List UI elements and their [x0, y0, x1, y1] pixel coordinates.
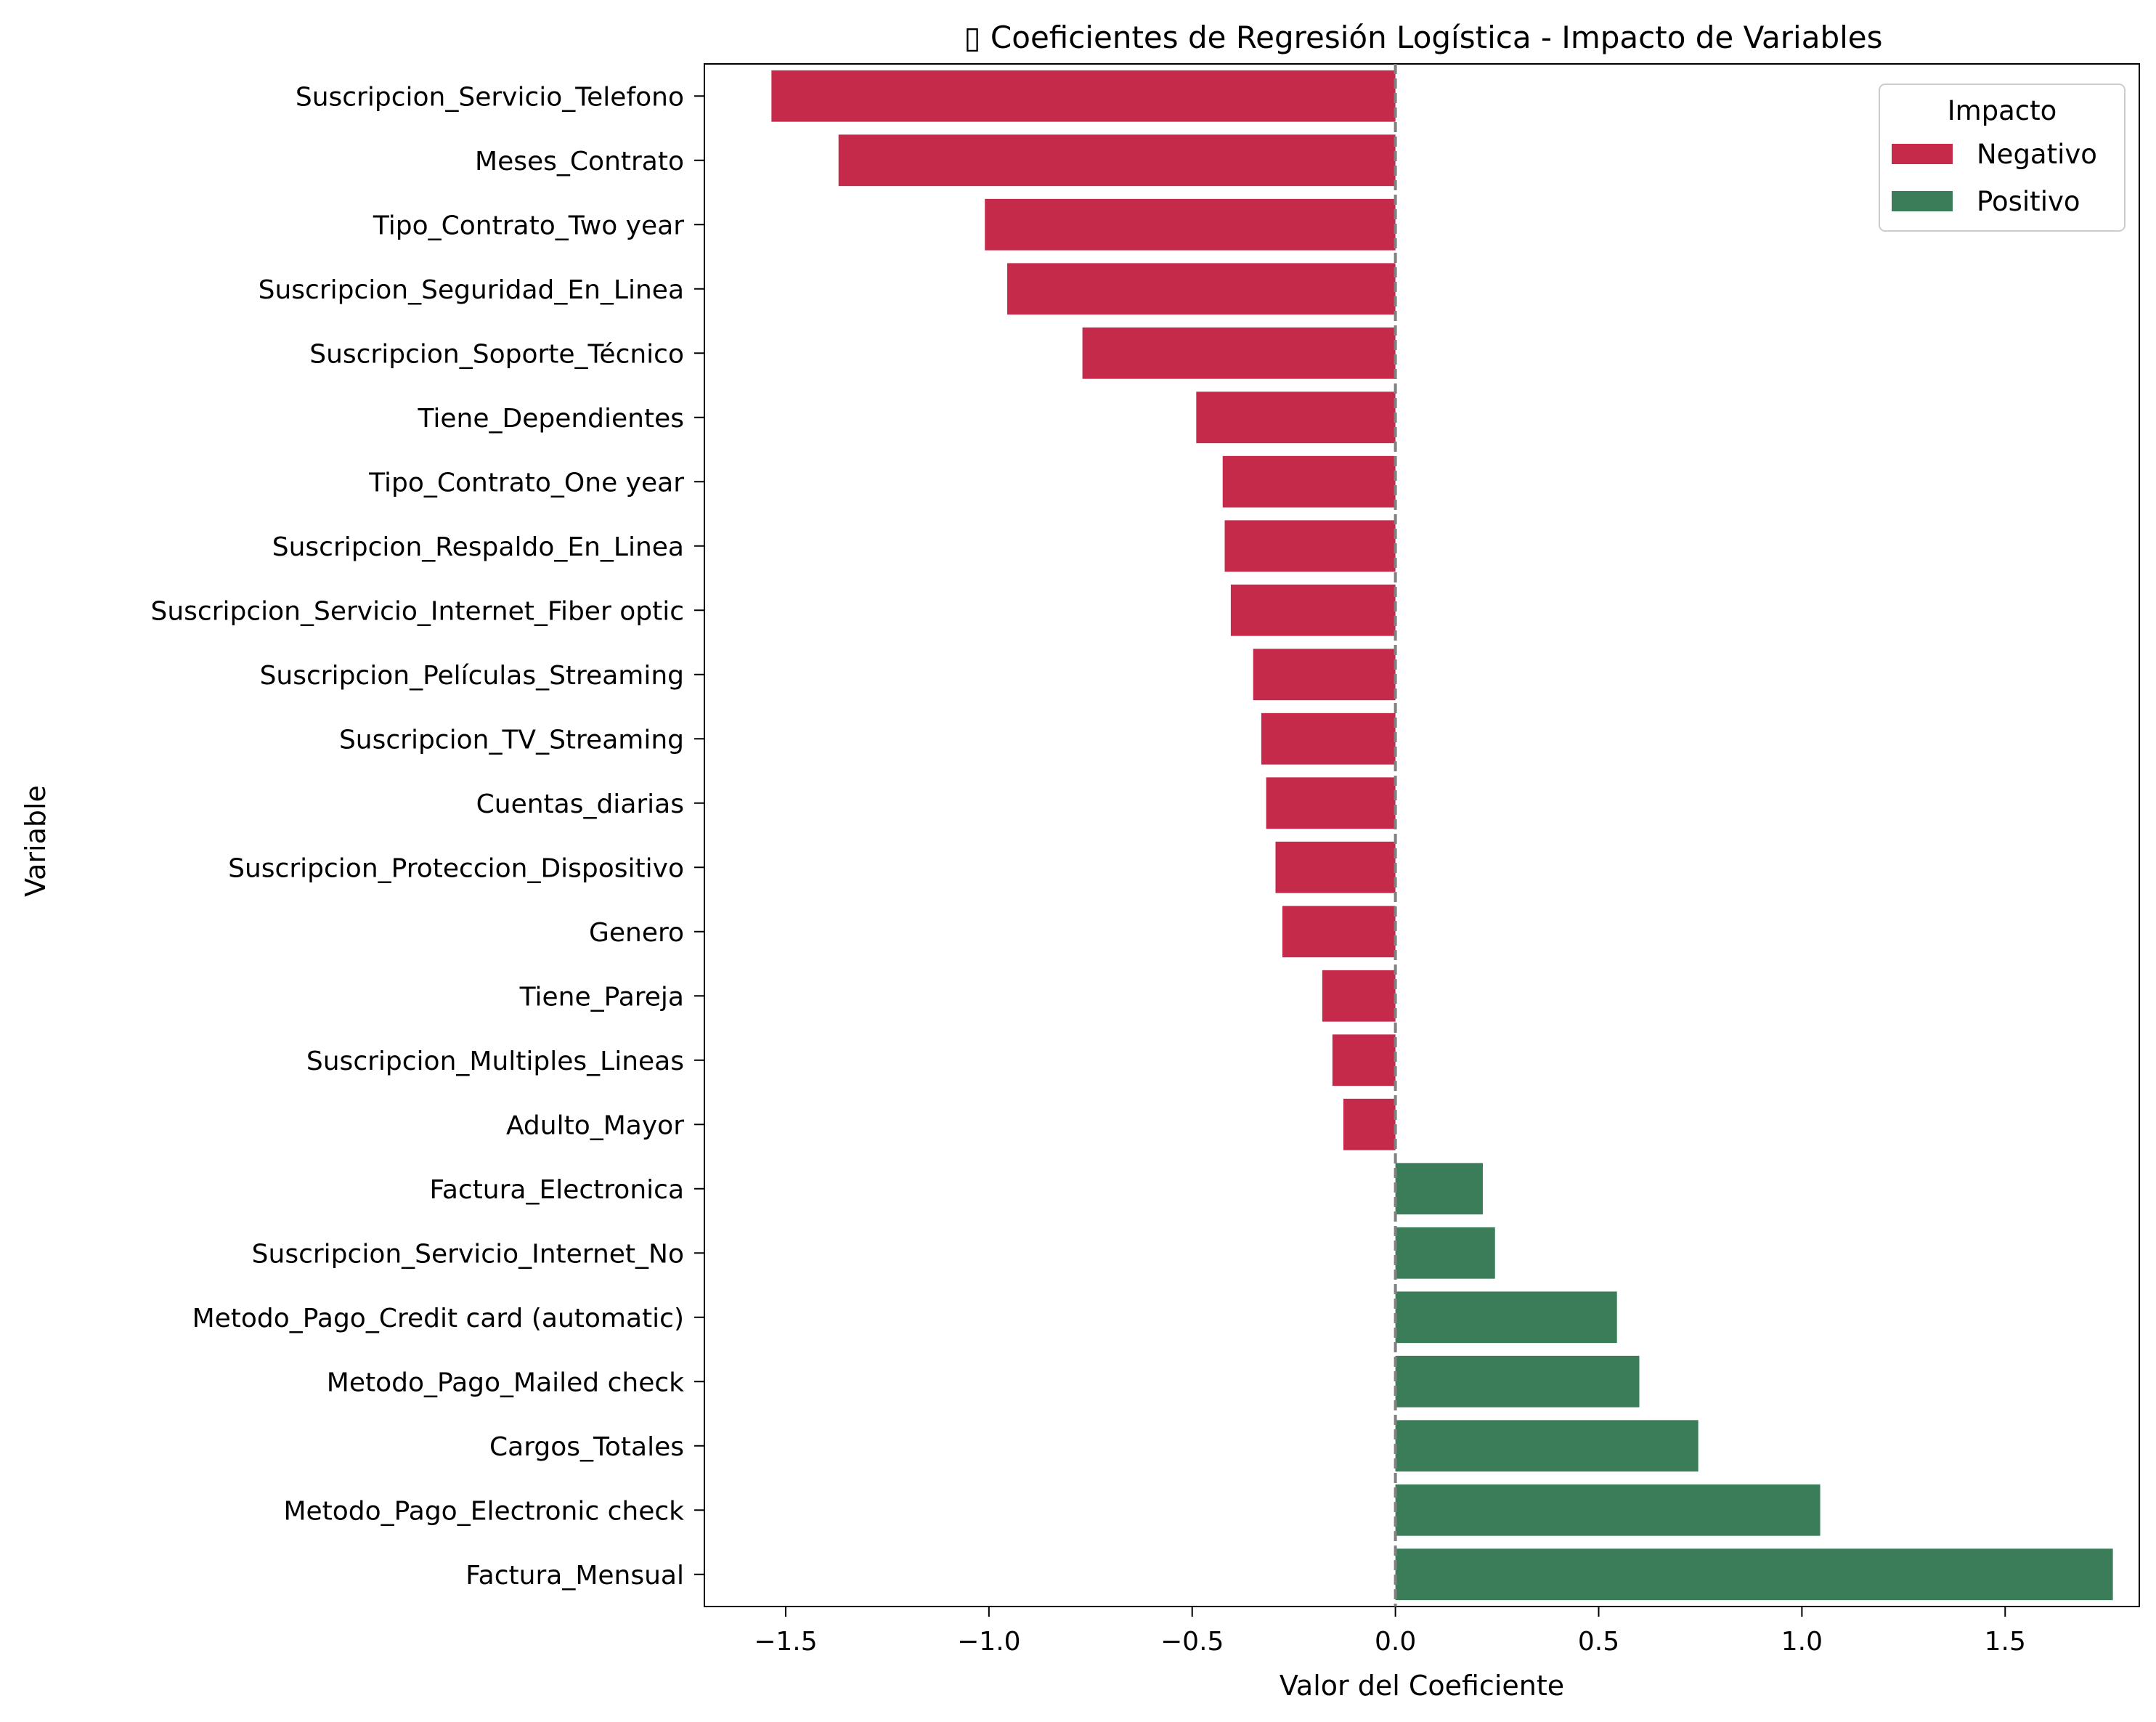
y-tick-label-11: Cuentas_diarias [476, 789, 684, 819]
x-tick-label-2: −0.5 [1160, 1627, 1224, 1657]
bar-6 [1222, 455, 1396, 508]
y-tick-label-14: Tiene_Pareja [519, 982, 684, 1012]
y-tick-label-13: Genero [589, 918, 684, 948]
y-tick-label-19: Metodo_Pago_Credit card (automatic) [192, 1304, 684, 1333]
bar-13 [1282, 906, 1396, 958]
y-tick-label-0: Suscripcion_Servicio_Telefono [296, 82, 684, 112]
x-tick-label-4: 0.5 [1578, 1627, 1619, 1657]
y-tick-label-1: Meses_Contrato [475, 147, 684, 176]
x-axis-label: Valor del Coeficiente [1280, 1670, 1564, 1702]
x-tick-label-1: −1.0 [957, 1627, 1020, 1657]
y-tick-label-7: Suscripcion_Respaldo_En_Linea [272, 532, 684, 562]
bar-2 [985, 198, 1396, 251]
legend-swatch-positivo [1892, 191, 1953, 211]
bar-16 [1343, 1098, 1396, 1150]
y-tick-label-12: Suscripcion_Proteccion_Dispositivo [228, 853, 684, 883]
bar-22 [1395, 1484, 1821, 1536]
y-tick-label-15: Suscripcion_Multiples_Lineas [306, 1047, 684, 1076]
bar-23 [1395, 1548, 2113, 1601]
plot-frame [704, 63, 2140, 1607]
y-tick-label-23: Factura_Mensual [465, 1561, 684, 1591]
x-axis-ticks: −1.5 −1.0 −0.5 0.0 0.5 1.0 1.5 [754, 1607, 2026, 1657]
y-tick-label-18: Suscripcion_Servicio_Internet_No [252, 1239, 684, 1269]
y-tick-label-20: Metodo_Pago_Mailed check [327, 1368, 684, 1397]
y-tick-label-10: Suscripcion_TV_Streaming [339, 725, 684, 755]
bar-18 [1395, 1227, 1495, 1279]
x-tick-label-6: 1.5 [1985, 1627, 2026, 1657]
bar-10 [1261, 712, 1396, 765]
x-tick-label-5: 1.0 [1781, 1627, 1823, 1657]
bar-5 [1196, 391, 1396, 444]
bars-group [771, 64, 2113, 1607]
y-tick-label-21: Cargos_Totales [489, 1432, 684, 1462]
bar-8 [1230, 584, 1396, 636]
bar-4 [1082, 327, 1396, 379]
y-axis-label: Variable [20, 785, 52, 897]
bar-0 [771, 70, 1396, 122]
bar-7 [1224, 520, 1396, 572]
y-axis-ticks: Suscripcion_Servicio_Telefono Meses_Contr… [150, 82, 704, 1591]
bar-3 [1007, 263, 1396, 315]
y-tick-label-16: Adulto_Mayor [506, 1110, 684, 1140]
y-tick-label-17: Factura_Electronica [429, 1175, 684, 1205]
bar-19 [1395, 1291, 1617, 1344]
legend: Impacto Negativo Positivo [1879, 84, 2126, 232]
bar-20 [1395, 1355, 1640, 1408]
legend-label-negativo: Negativo [1977, 139, 2097, 170]
y-tick-label-6: Tipo_Contrato_One year [368, 468, 684, 497]
legend-title: Impacto [1948, 95, 2057, 126]
y-tick-label-3: Suscripcion_Seguridad_En_Linea [259, 275, 684, 305]
bar-12 [1275, 841, 1396, 893]
legend-label-positivo: Positivo [1977, 186, 2080, 217]
bar-21 [1395, 1420, 1699, 1472]
bar-14 [1322, 970, 1396, 1022]
x-tick-label-3: 0.0 [1375, 1627, 1416, 1657]
plot-area [704, 63, 2140, 1607]
bar-17 [1395, 1163, 1483, 1215]
x-tick-label-0: −1.5 [754, 1627, 817, 1657]
bar-9 [1253, 649, 1396, 701]
legend-swatch-negativo [1892, 144, 1953, 164]
bar-15 [1332, 1034, 1396, 1087]
y-tick-label-5: Tiene_Dependientes [417, 404, 684, 434]
bar-11 [1266, 777, 1396, 829]
y-tick-label-22: Metodo_Pago_Electronic check [283, 1496, 684, 1526]
y-tick-label-9: Suscripcion_Películas_Streaming [260, 661, 684, 691]
bar-1 [838, 134, 1396, 187]
chart-title: ▯ Coeficientes de Regresión Logística - … [964, 20, 1882, 55]
y-tick-label-8: Suscripcion_Servicio_Internet_Fiber opti… [150, 596, 684, 626]
y-tick-label-4: Suscripcion_Soporte_Técnico [309, 339, 684, 369]
y-tick-label-2: Tipo_Contrato_Two year [373, 211, 684, 240]
